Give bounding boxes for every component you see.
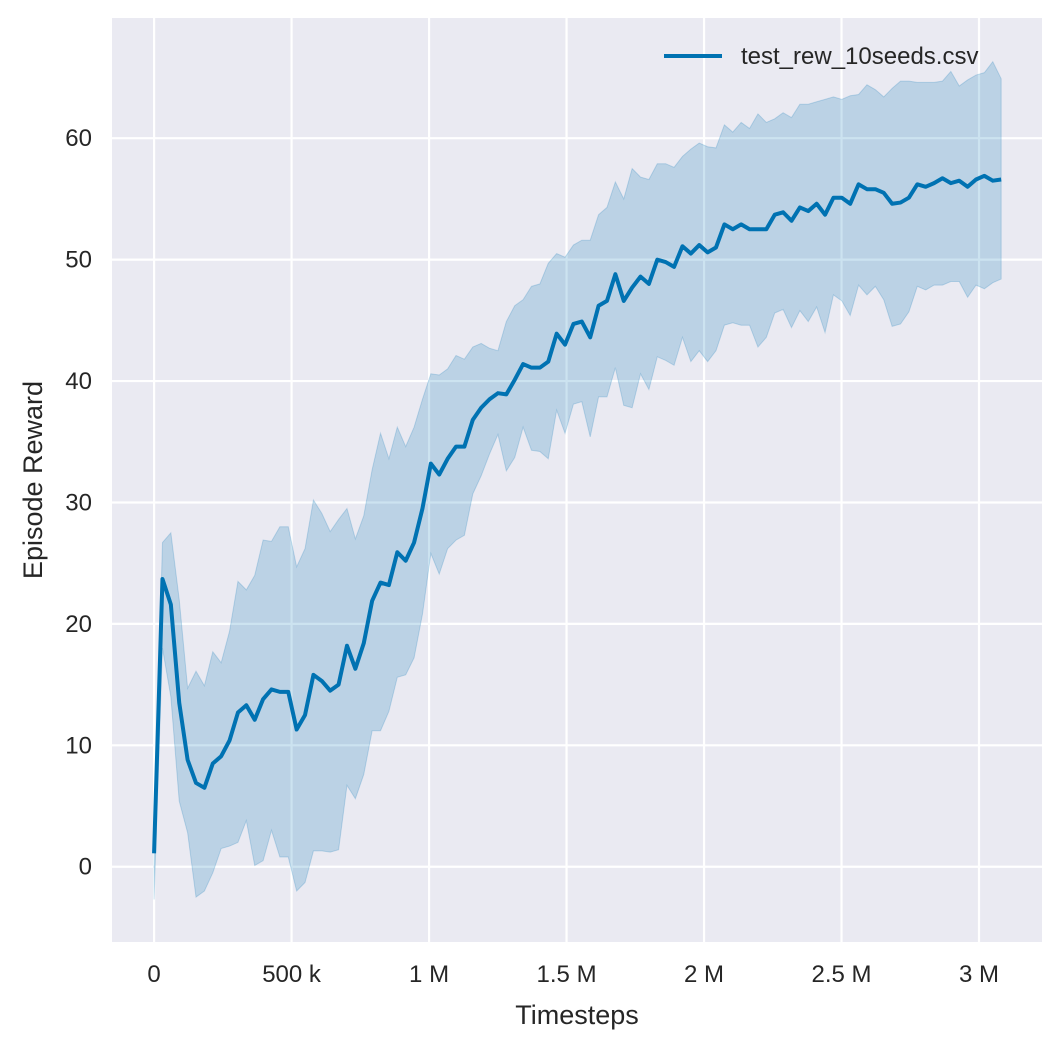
x-tick-labels: 0 500 k 1 M 1.5 M 2 M 2.5 M 3 M (147, 961, 999, 988)
y-tick-label: 60 (65, 125, 92, 152)
confidence-band (153, 60, 1002, 900)
x-tick-label: 2 M (684, 961, 724, 988)
y-tick-label: 10 (65, 732, 92, 759)
y-tick-label: 30 (65, 489, 92, 516)
y-tick-label: 50 (65, 247, 92, 274)
y-tick-label: 40 (65, 368, 92, 395)
x-tick-label: 2.5 M (812, 961, 872, 988)
y-axis-label: Episode Reward (18, 381, 48, 579)
x-tick-label: 500 k (262, 961, 322, 988)
y-tick-label: 0 (79, 854, 92, 881)
y-tick-label: 20 (65, 611, 92, 638)
legend-label: test_rew_10seeds.csv (741, 43, 978, 70)
series-line (152, 173, 1002, 854)
series-lines (152, 173, 1002, 854)
x-tick-label: 0 (147, 961, 160, 988)
plot-background (112, 18, 1042, 942)
legend: test_rew_10seeds.csv (664, 43, 978, 70)
y-tick-labels: 0 10 20 30 40 50 60 (65, 125, 92, 881)
x-tick-label: 3 M (959, 961, 999, 988)
x-tick-label: 1.5 M (537, 961, 597, 988)
x-tick-label: 1 M (409, 961, 449, 988)
x-axis-label: Timesteps (515, 1000, 639, 1030)
series-band (153, 60, 1002, 900)
